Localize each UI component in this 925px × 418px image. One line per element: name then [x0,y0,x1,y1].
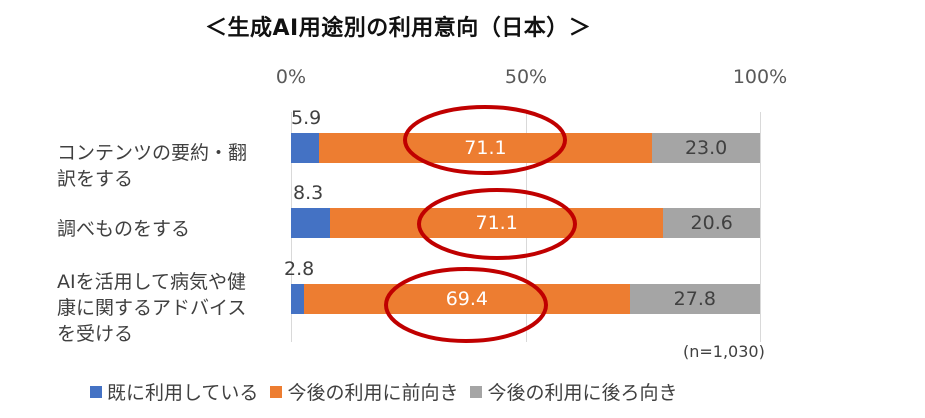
chart-title: ＜生成AI用途別の利用意向（日本）＞ [205,16,592,41]
legend: 既に利用している 今後の利用に前向き 今後の利用に後ろ向き [90,378,689,405]
legend-label: 既に利用している [107,382,259,404]
segment-positive: 71.1 [329,208,664,238]
category-line: を受ける [57,323,134,345]
legend-label: 今後の利用に後ろ向き [487,382,678,404]
segment-positive: 71.1 [318,133,653,163]
category-line: AIを活用して病気や健 [57,271,247,293]
sample-size-note: (n=1,030) [683,342,765,361]
segment-negative: 23.0 [652,133,760,163]
legend-swatch-gray [470,385,483,398]
segment-negative: 20.6 [663,208,760,238]
already-value-3: 2.8 [284,258,315,280]
legend-swatch-blue [90,385,102,398]
bar-row-3: 69.4 27.8 [291,284,760,314]
already-value-1: 5.9 [291,107,322,129]
x-tick-100: 100% [732,66,788,88]
x-tick-0: 0% [275,66,307,88]
gridline-100 [760,112,761,342]
legend-swatch-orange [270,385,283,398]
x-tick-50: 50% [504,66,548,88]
already-value-2: 8.3 [293,182,324,204]
category-label-2: 調べものをする [57,216,287,242]
legend-item-already: 既に利用している [90,378,258,405]
category-line: コンテンツの要約・翻 [57,142,248,164]
segment-already [291,133,319,163]
category-line: 調べものをする [57,218,191,240]
category-line: 訳をする [57,168,134,190]
segment-already [291,208,330,238]
segment-negative: 27.8 [629,284,760,314]
bar-row-2: 71.1 20.6 [291,208,760,238]
segment-positive: 69.4 [304,284,630,314]
category-label-3: AIを活用して病気や健 康に関するアドバイス を受ける [57,269,287,347]
segment-already [291,284,305,314]
legend-item-positive: 今後の利用に前向き [270,378,458,405]
bar-row-1: 71.1 23.0 [291,133,760,163]
category-line: 康に関するアドバイス [57,297,247,319]
category-label-1: コンテンツの要約・翻 訳をする [57,140,287,192]
legend-label: 今後の利用に前向き [287,382,459,404]
legend-item-negative: 今後の利用に後ろ向き [470,378,677,405]
